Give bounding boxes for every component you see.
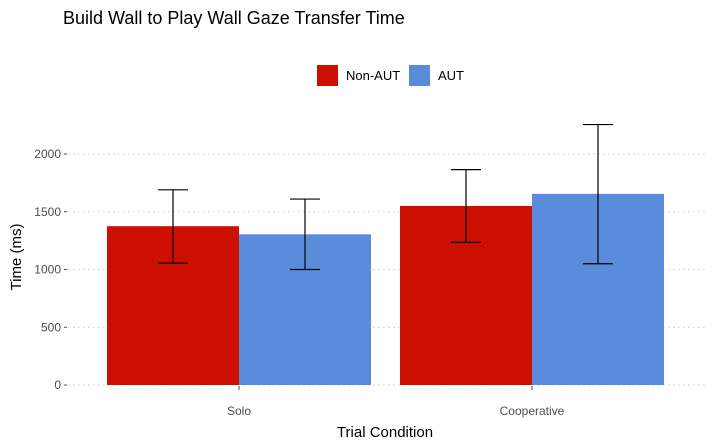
y-tick-label: 1000: [34, 263, 61, 277]
y-tick-label: 1500: [34, 205, 61, 219]
y-tick-label: 0: [54, 378, 61, 392]
y-axis-ticks: 0 500 1000 1500 2000: [34, 147, 67, 392]
chart-title: Build Wall to Play Wall Gaze Transfer Ti…: [63, 8, 405, 28]
x-axis-title: Trial Condition: [337, 424, 433, 441]
x-axis-ticks: Solo Cooperative: [227, 386, 565, 418]
legend-swatch-aut: [409, 65, 430, 86]
y-tick-label: 2000: [34, 147, 61, 161]
y-axis-title: Time (ms): [8, 224, 25, 291]
x-tick-label: Cooperative: [500, 404, 565, 418]
legend-label-aut: AUT: [438, 68, 464, 83]
legend-label-non-aut: Non-AUT: [346, 68, 400, 83]
error-bars: [158, 123, 613, 271]
legend-swatch-non-aut: [317, 65, 338, 86]
x-tick-label: Solo: [227, 404, 251, 418]
legend: Non-AUT AUT: [317, 65, 464, 86]
y-tick-label: 500: [41, 320, 61, 334]
bars: [107, 193, 664, 385]
